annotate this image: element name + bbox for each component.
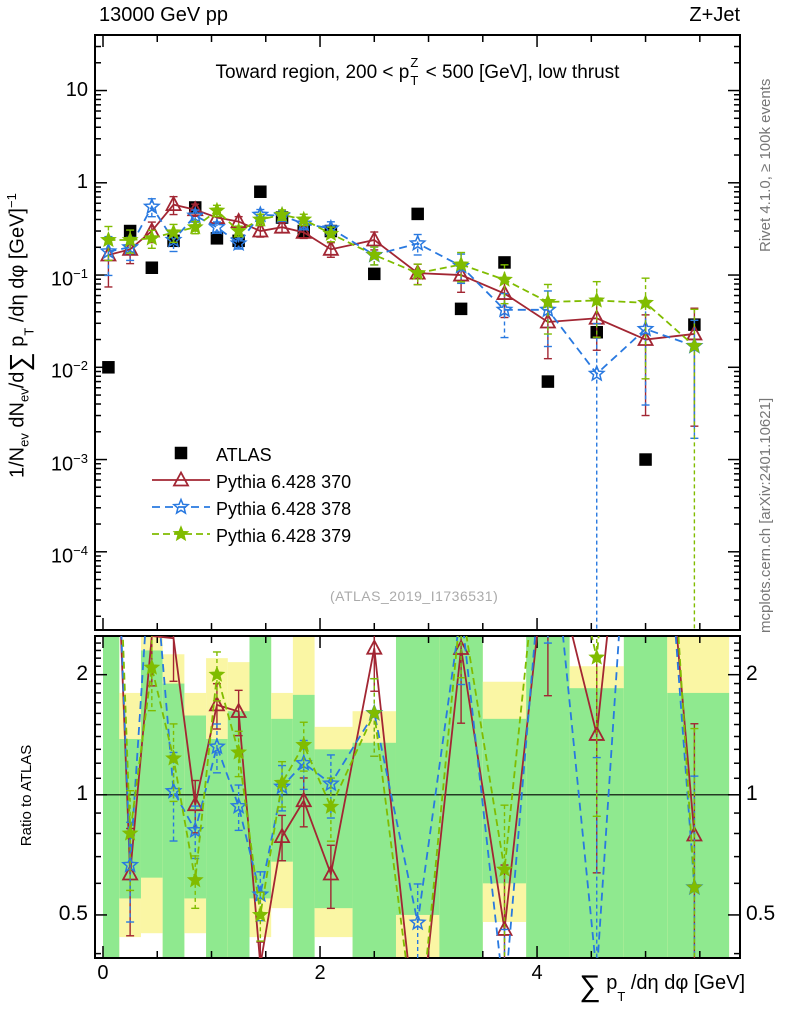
legend-entry-3: Pythia 6.428 379	[150, 523, 351, 550]
analysis-watermark: (ATLAS_2019_I1736531)	[330, 588, 499, 604]
legend: ATLAS Pythia 6.428 370 Pythia 6.428 378 Pyt…	[150, 442, 351, 550]
main-series-Pythia-6-428-378	[99, 197, 704, 630]
plot-title-sub: T	[410, 73, 419, 88]
y-tick-main-1: 1	[76, 170, 88, 193]
y-tick-main-10−2: 10−2	[50, 358, 88, 383]
sum-symbol-x: ∑	[579, 970, 601, 1003]
y-tick-ratio-left-0.5: 0.5	[58, 901, 88, 925]
mcplots-note: mcplots.cern.ch [arXiv:2401.10621]	[757, 397, 774, 633]
ratio-uncertainty-bands	[102, 636, 730, 958]
y-tick-main-10: 10	[65, 78, 88, 101]
y-tick-main-10−1: 10−1	[50, 266, 88, 291]
y-tick-ratio-right-0.5: 0.5	[746, 901, 776, 925]
ratio-frame	[94, 635, 741, 959]
y-tick-ratio-right-1: 1	[746, 781, 758, 805]
legend-marker-star-fill-icon	[150, 524, 212, 549]
main-frame	[94, 34, 741, 631]
x-tick-2: 2	[314, 962, 326, 984]
plot-title-post: < 500 [GeV], low thrust	[420, 62, 620, 83]
y-tick-ratio-right-2: 2	[746, 661, 758, 685]
legend-label: Pythia 6.428 378	[216, 499, 352, 519]
main-series-Pythia-6-428-379	[100, 201, 703, 630]
legend-label: Pythia 6.428 379	[216, 526, 352, 546]
legend-label: ATLAS	[216, 445, 272, 465]
x-axis-title: ∑ pT /dη dφ [GeV]	[579, 970, 745, 1004]
x-tick-4: 4	[531, 962, 543, 984]
legend-marker-star-open-icon	[150, 497, 212, 522]
legend-entry-1: Pythia 6.428 370	[150, 469, 351, 496]
process-label: Z+Jet	[689, 4, 740, 26]
beam-energy-label: 13000 GeV pp	[99, 4, 228, 26]
plot-title-pre: Toward region, 200 < p	[215, 62, 410, 83]
ratio-series-Pythia-6-428-379	[121, 636, 703, 958]
legend-entry-2: Pythia 6.428 378	[150, 496, 351, 523]
rivet-version-note: Rivet 4.1.0, ≥ 100k events	[757, 78, 774, 252]
y-tick-ratio-left-2: 2	[76, 661, 88, 685]
legend-label: Pythia 6.428 370	[216, 472, 352, 492]
x-tick-0: 0	[97, 962, 109, 984]
legend-marker-square-icon	[150, 443, 212, 468]
y-tick-main-10−3: 10−3	[50, 450, 88, 476]
legend-marker-triangle-open-icon	[150, 470, 212, 495]
plot-title-sup: Z	[410, 55, 419, 70]
y-tick-ratio-left-1: 1	[76, 781, 88, 805]
legend-entry-0: ATLAS	[150, 442, 351, 469]
y-tick-main-10−4: 10−4	[50, 542, 88, 568]
